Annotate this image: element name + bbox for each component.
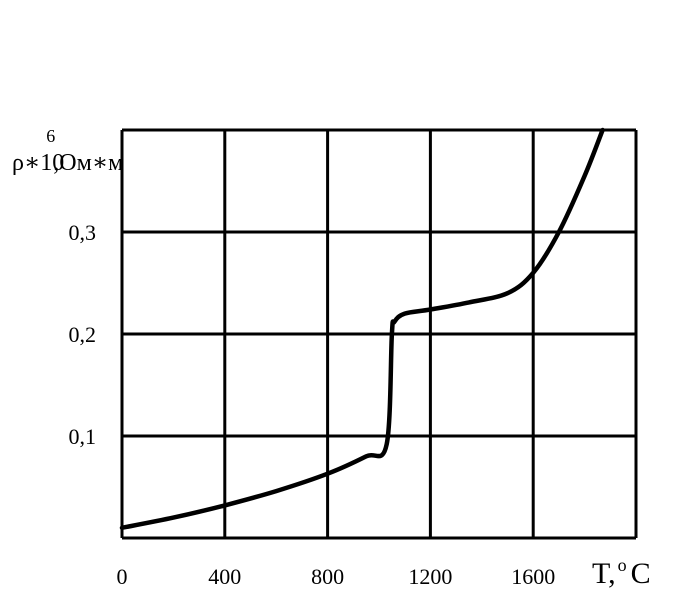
y-axis-label-exponent: 6	[46, 126, 55, 146]
x-tick-label: 0	[117, 564, 128, 589]
x-axis-label: T, o C	[592, 555, 651, 590]
x-tick-label: 800	[311, 564, 344, 589]
x-tick-labels: 0 400 800 1200 1600	[117, 564, 556, 589]
y-axis-label: ρ∗10 6 ,Ом∗м	[12, 126, 123, 176]
y-axis-label-unit: ,Ом∗м	[53, 150, 123, 176]
x-tick-label: 1600	[511, 564, 555, 589]
x-tick-label: 1200	[408, 564, 452, 589]
x-axis-label-text: T,	[592, 557, 616, 590]
y-axis-label-text: ρ∗10	[12, 150, 64, 176]
x-tick-label: 400	[208, 564, 241, 589]
y-tick-labels: 0,1 0,2 0,3	[69, 220, 97, 449]
y-tick-label: 0,3	[69, 220, 97, 245]
series-line	[119, 127, 605, 531]
y-tick-label: 0,2	[69, 322, 97, 347]
x-axis-label-degree: o	[618, 555, 627, 575]
y-tick-label: 0,1	[69, 424, 97, 449]
grid	[120, 128, 638, 540]
x-axis-label-unit: C	[631, 557, 651, 590]
